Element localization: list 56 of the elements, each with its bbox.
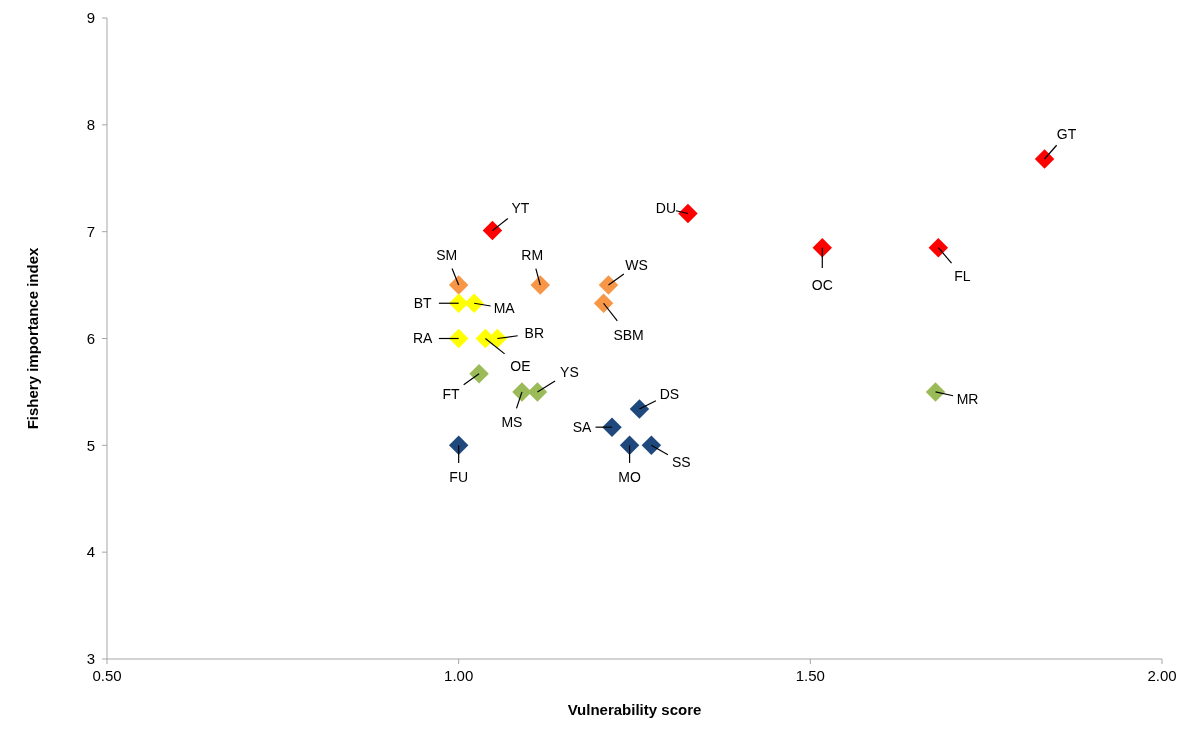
x-tick-label: 1.00 <box>444 667 474 684</box>
annotation: GT <box>1056 125 1077 142</box>
annotation: FU <box>449 469 468 486</box>
annotation: RA <box>412 330 434 347</box>
point <box>598 275 619 295</box>
point <box>448 435 469 456</box>
point <box>602 417 622 437</box>
annotation: BT <box>413 295 433 312</box>
point <box>678 203 698 224</box>
y-tick-label: 6 <box>86 329 95 347</box>
point <box>928 237 949 258</box>
point <box>530 275 550 295</box>
point <box>641 435 662 456</box>
point <box>448 328 469 349</box>
annotation: OE <box>510 358 531 375</box>
y-tick-label: 8 <box>86 116 95 134</box>
annotation: BR <box>524 325 545 342</box>
annotation: YS <box>560 363 579 380</box>
x-tick-label: 2.00 <box>1147 667 1177 684</box>
point <box>464 293 484 313</box>
y-tick-label: 9 <box>86 9 95 27</box>
annotation: DU <box>655 200 677 217</box>
point <box>629 399 650 419</box>
y-tick-label: 5 <box>86 436 95 454</box>
point <box>482 220 503 241</box>
annotation: DS <box>659 385 680 402</box>
y-tick-label: 4 <box>86 543 95 561</box>
y-axis-title: Fishery importance index <box>24 246 41 430</box>
point <box>448 275 469 295</box>
annotation: MS <box>501 413 523 430</box>
point <box>448 293 469 313</box>
annotation: RM <box>521 246 544 263</box>
annotation: SA <box>572 419 592 436</box>
point <box>619 435 640 456</box>
y-tick-label: 3 <box>86 650 95 668</box>
point <box>593 293 614 313</box>
annotation: YT <box>511 200 530 217</box>
annotation: SM <box>436 246 458 263</box>
annotation: SBM <box>613 327 644 344</box>
y-tick-label: 7 <box>86 222 95 240</box>
x-tick-label: 0.50 <box>92 667 122 684</box>
point <box>469 364 489 384</box>
annotation: MO <box>618 469 641 486</box>
point <box>925 382 946 402</box>
annotation: WS <box>625 256 648 273</box>
annotation: SS <box>672 454 691 471</box>
point <box>1034 149 1055 169</box>
annotation: FL <box>954 267 971 284</box>
x-axis-title: Vulnerability score <box>567 701 702 718</box>
x-tick-label: 1.50 <box>795 667 825 684</box>
point <box>527 382 548 402</box>
annotation: MA <box>493 300 516 317</box>
annotation: FT <box>442 385 461 402</box>
point <box>812 237 833 258</box>
annotation: OC <box>811 276 833 293</box>
annotation: MR <box>956 390 979 407</box>
